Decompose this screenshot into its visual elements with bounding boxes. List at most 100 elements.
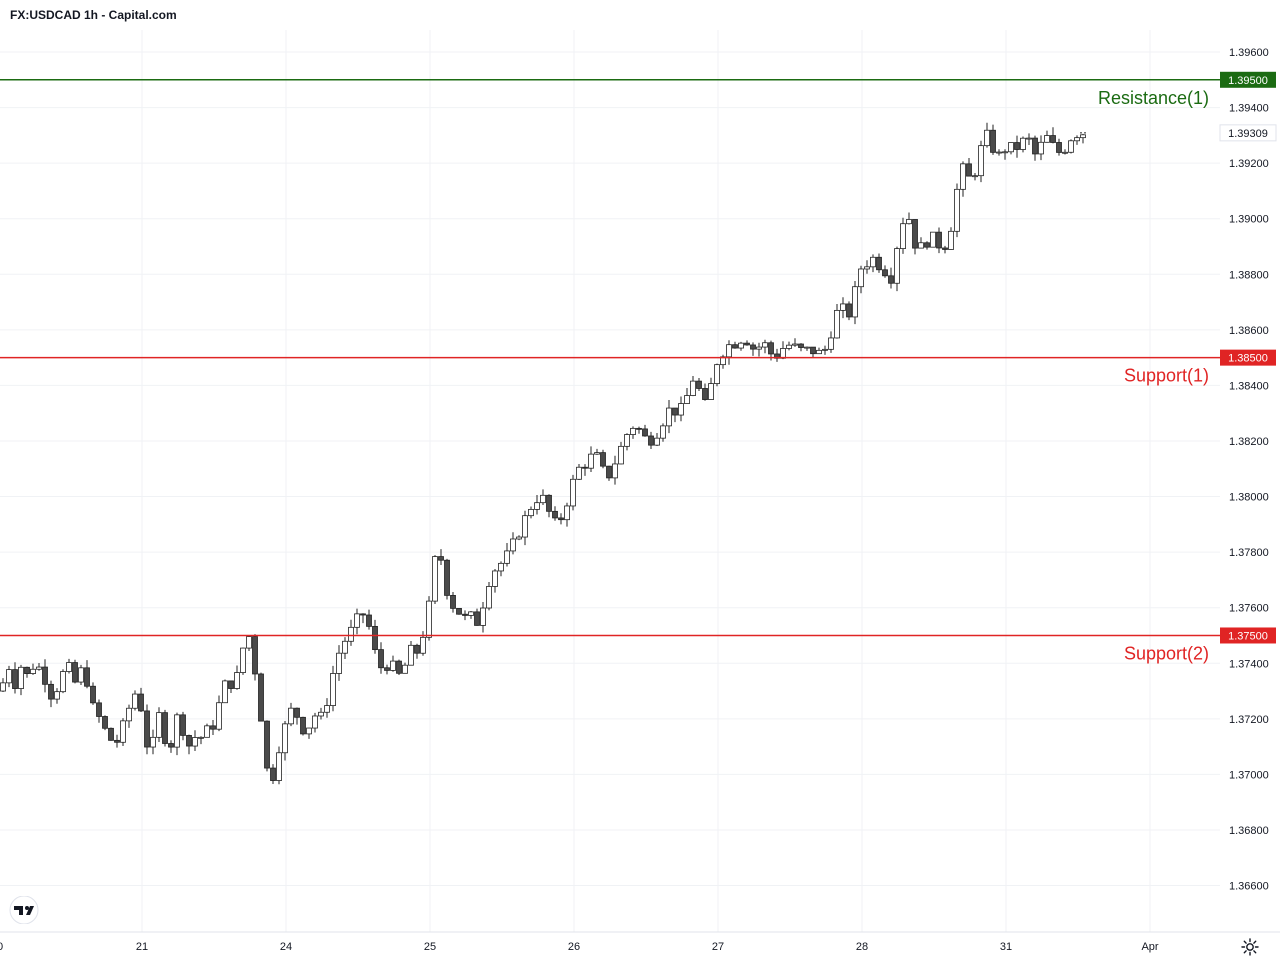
candle[interactable]: [690, 375, 696, 397]
candle[interactable]: [294, 707, 300, 725]
candle[interactable]: [960, 161, 966, 197]
candle[interactable]: [720, 354, 726, 369]
candle[interactable]: [270, 764, 276, 784]
candle[interactable]: [480, 601, 486, 633]
candle[interactable]: [504, 543, 510, 567]
candle[interactable]: [582, 464, 588, 476]
candle[interactable]: [642, 424, 648, 437]
candle[interactable]: [540, 489, 546, 505]
candle[interactable]: [342, 637, 348, 660]
candle[interactable]: [1056, 138, 1062, 156]
candle[interactable]: [498, 561, 504, 577]
candle[interactable]: [738, 341, 744, 351]
candle[interactable]: [108, 727, 114, 741]
candle[interactable]: [870, 254, 876, 273]
candle[interactable]: [252, 634, 258, 681]
candle[interactable]: [72, 659, 78, 684]
candle[interactable]: [570, 474, 576, 511]
candle[interactable]: [288, 702, 294, 727]
candle[interactable]: [654, 432, 660, 446]
candle[interactable]: [42, 659, 48, 693]
candle[interactable]: [240, 647, 246, 675]
candle[interactable]: [528, 506, 534, 519]
candle[interactable]: [552, 506, 558, 521]
candle[interactable]: [330, 665, 336, 712]
candle[interactable]: [102, 715, 108, 731]
candle[interactable]: [792, 338, 798, 347]
candle[interactable]: [996, 149, 1002, 156]
candle[interactable]: [648, 431, 654, 449]
candle[interactable]: [672, 407, 678, 423]
candle[interactable]: [156, 707, 162, 742]
candle[interactable]: [636, 426, 642, 434]
candle[interactable]: [1044, 130, 1050, 143]
candle[interactable]: [624, 433, 630, 451]
candle[interactable]: [1068, 139, 1074, 154]
candle[interactable]: [354, 608, 360, 635]
candle[interactable]: [396, 659, 402, 675]
candle[interactable]: [372, 619, 378, 654]
candle[interactable]: [522, 510, 528, 546]
candle[interactable]: [882, 265, 888, 278]
candle[interactable]: [1038, 135, 1044, 161]
candle[interactable]: [750, 342, 756, 356]
candle[interactable]: [726, 340, 732, 365]
candle[interactable]: [132, 690, 138, 711]
candle[interactable]: [276, 746, 282, 785]
candle[interactable]: [744, 340, 750, 346]
candle[interactable]: [318, 707, 324, 720]
candle[interactable]: [1074, 135, 1080, 145]
candle[interactable]: [696, 378, 702, 391]
candle[interactable]: [1080, 133, 1086, 144]
candle[interactable]: [96, 699, 102, 723]
candle[interactable]: [774, 348, 780, 362]
candle[interactable]: [828, 331, 834, 353]
candle[interactable]: [144, 704, 150, 755]
candle[interactable]: [84, 660, 90, 689]
candle[interactable]: [600, 449, 606, 469]
candle[interactable]: [150, 729, 156, 755]
candle[interactable]: [888, 267, 894, 289]
candle[interactable]: [348, 619, 354, 646]
candle[interactable]: [198, 736, 204, 745]
candle[interactable]: [36, 663, 42, 671]
candle[interactable]: [168, 740, 174, 753]
candle[interactable]: [114, 734, 120, 748]
candle[interactable]: [1050, 127, 1056, 144]
candle[interactable]: [732, 341, 738, 349]
candle[interactable]: [822, 345, 828, 355]
candle[interactable]: [876, 253, 882, 273]
candle[interactable]: [282, 721, 288, 761]
candle[interactable]: [492, 569, 498, 593]
candle[interactable]: [30, 663, 36, 675]
candle[interactable]: [810, 346, 816, 358]
candle[interactable]: [174, 712, 180, 756]
candle[interactable]: [204, 723, 210, 738]
candle[interactable]: [258, 672, 264, 722]
candle[interactable]: [402, 662, 408, 674]
candle[interactable]: [684, 387, 690, 404]
candle[interactable]: [576, 464, 582, 481]
candle[interactable]: [126, 704, 132, 728]
candles[interactable]: [0, 122, 1086, 785]
candle[interactable]: [594, 448, 600, 455]
candle[interactable]: [192, 730, 198, 751]
candle[interactable]: [702, 383, 708, 401]
candle[interactable]: [780, 341, 786, 360]
candle[interactable]: [918, 237, 924, 249]
candle[interactable]: [546, 494, 552, 518]
candle[interactable]: [312, 712, 318, 733]
candle[interactable]: [756, 342, 762, 357]
candle[interactable]: [444, 558, 450, 600]
candle[interactable]: [324, 698, 330, 718]
candle[interactable]: [1062, 149, 1068, 155]
candle[interactable]: [912, 219, 918, 255]
candle[interactable]: [762, 339, 768, 354]
candle[interactable]: [468, 610, 474, 619]
candle[interactable]: [1014, 135, 1020, 158]
candle[interactable]: [804, 346, 810, 351]
candle[interactable]: [1002, 149, 1008, 160]
price-levels[interactable]: 1.39500 Resistance(1) 1.38500 Support(1) 1.3…: [0, 71, 1277, 664]
candle[interactable]: [6, 665, 12, 688]
candle[interactable]: [474, 608, 480, 626]
